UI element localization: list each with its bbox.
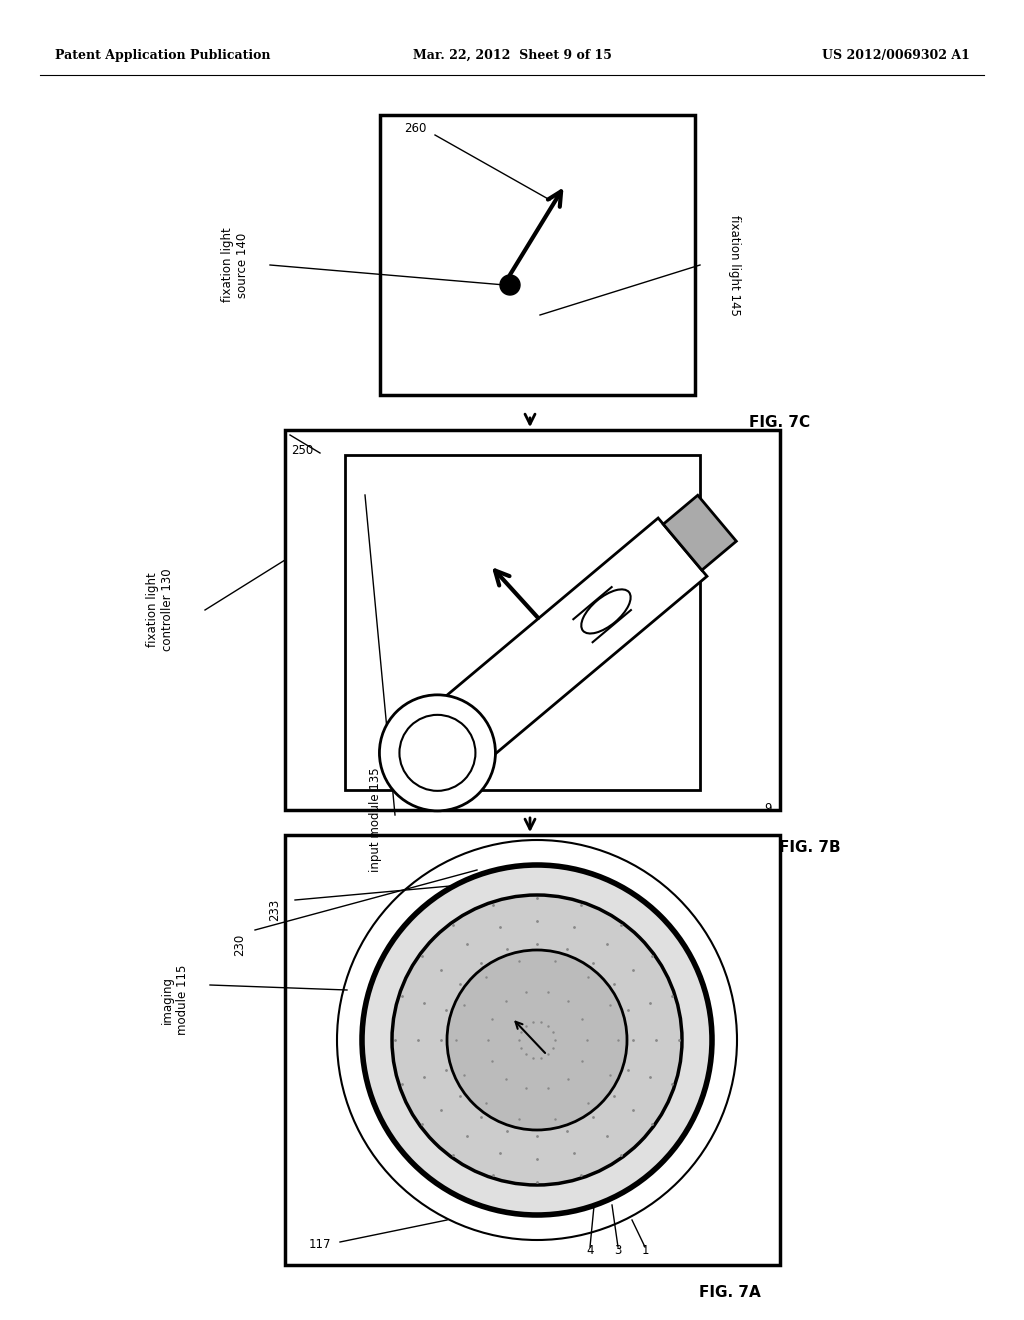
Text: 260: 260 xyxy=(403,121,426,135)
Text: input module 135: input module 135 xyxy=(369,768,382,873)
Text: 1: 1 xyxy=(641,1243,649,1257)
Text: 4: 4 xyxy=(587,1243,594,1257)
Polygon shape xyxy=(413,517,707,781)
Text: FIG. 7A: FIG. 7A xyxy=(699,1284,761,1300)
Bar xyxy=(380,115,695,395)
Text: fixation light
source 140: fixation light source 140 xyxy=(221,227,249,302)
Text: fixation light
controller 130: fixation light controller 130 xyxy=(146,569,174,651)
Text: 233: 233 xyxy=(268,899,282,921)
Polygon shape xyxy=(664,495,736,570)
Text: imaging
module 115: imaging module 115 xyxy=(161,965,189,1035)
Circle shape xyxy=(399,715,475,791)
Text: Patent Application Publication: Patent Application Publication xyxy=(55,49,270,62)
Text: 230: 230 xyxy=(233,933,247,956)
Circle shape xyxy=(380,694,496,810)
Text: 9: 9 xyxy=(764,801,772,814)
Text: Mar. 22, 2012  Sheet 9 of 15: Mar. 22, 2012 Sheet 9 of 15 xyxy=(413,49,611,62)
Text: FIG. 7C: FIG. 7C xyxy=(750,414,811,430)
Bar xyxy=(345,455,700,789)
Text: FIG. 7B: FIG. 7B xyxy=(779,840,841,855)
Bar xyxy=(285,430,780,810)
Text: fixation light 145: fixation light 145 xyxy=(728,215,741,315)
Text: 250: 250 xyxy=(291,444,313,457)
Circle shape xyxy=(447,950,627,1130)
Bar xyxy=(285,836,780,1265)
Text: US 2012/0069302 A1: US 2012/0069302 A1 xyxy=(822,49,970,62)
Text: 3: 3 xyxy=(614,1243,622,1257)
Circle shape xyxy=(500,275,520,294)
Text: 117: 117 xyxy=(309,1238,331,1251)
Circle shape xyxy=(362,865,712,1214)
Circle shape xyxy=(392,895,682,1185)
